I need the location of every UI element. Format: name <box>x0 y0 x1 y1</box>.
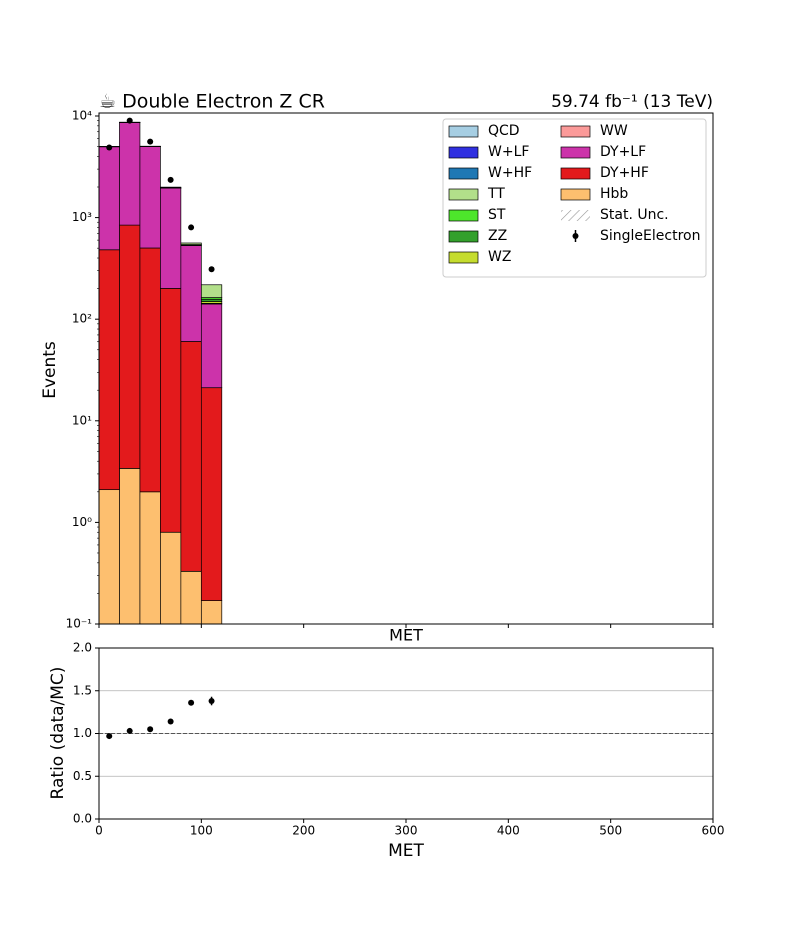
stack-segment <box>119 122 141 226</box>
x-tick-label: 0 <box>95 824 103 838</box>
y-tick-label: 2.0 <box>73 641 92 655</box>
ratio-point <box>167 718 174 725</box>
stack-segment <box>200 303 223 389</box>
data-point <box>167 176 174 183</box>
y-axis-label: Events <box>40 341 60 399</box>
legend-swatch <box>448 167 479 180</box>
legend-label: DY+HF <box>600 165 649 181</box>
stack-segment <box>139 247 161 493</box>
legend-swatch <box>560 146 591 159</box>
stack-segment <box>200 284 223 298</box>
y-tick-label: 1.0 <box>73 726 92 740</box>
y-tick-label: 10¹ <box>72 413 92 427</box>
ratio-point <box>147 726 154 733</box>
ratio-point <box>208 698 215 705</box>
y-tick-label: 0.5 <box>73 769 92 783</box>
y-tick-label: 10⁴ <box>72 108 92 122</box>
x-tick-label: 500 <box>599 824 622 838</box>
chart-title: ☕ Double Electron Z CR <box>99 91 325 113</box>
legend-label: WW <box>600 123 628 139</box>
stack-segment <box>180 242 202 245</box>
legend-label: DY+LF <box>600 144 646 160</box>
x-tick-label: 400 <box>497 824 520 838</box>
legend-label: Hbb <box>600 186 628 202</box>
x-tick-label: 300 <box>395 824 418 838</box>
y-tick-label: 10³ <box>72 210 92 224</box>
ratio-point <box>106 733 113 740</box>
stack-segment <box>119 224 141 469</box>
y-tick-label: 1.5 <box>73 683 92 697</box>
stack-segment <box>160 186 182 189</box>
legend-label: ZZ <box>488 228 507 244</box>
legend-label: QCD <box>488 123 520 139</box>
data-point <box>147 138 154 145</box>
legend-swatch <box>560 125 591 138</box>
legend-swatch <box>448 209 479 222</box>
stack-segment <box>200 387 223 601</box>
legend-label: SingleElectron <box>600 228 700 244</box>
legend-swatch <box>572 233 579 239</box>
stack-segment <box>180 570 202 624</box>
ratio-point <box>188 699 195 706</box>
y-axis-label: Ratio (data/MC) <box>48 667 68 800</box>
legend-label: W+HF <box>488 165 532 181</box>
data-point <box>106 144 113 151</box>
plot-frame <box>98 112 714 625</box>
stack-segment <box>99 249 120 491</box>
y-tick-label: 10² <box>72 312 92 326</box>
legend-swatch <box>560 188 591 201</box>
x-axis-label: MET <box>388 841 424 861</box>
legend-label: W+LF <box>488 144 529 160</box>
legend-swatch <box>448 125 479 138</box>
stack-segment <box>139 491 161 624</box>
data-point <box>208 266 215 273</box>
y-tick-label: 10⁻¹ <box>66 617 93 631</box>
legend-swatch <box>448 188 479 201</box>
x-axis-label: MET <box>389 626 423 645</box>
x-tick-label: 600 <box>702 824 725 838</box>
plot-area <box>99 117 223 624</box>
stack-segment <box>139 146 161 249</box>
legend-label: WZ <box>488 249 511 265</box>
legend-swatch <box>448 146 479 159</box>
stack-segment <box>99 146 120 251</box>
legend-label: ST <box>488 207 506 223</box>
stack-segment <box>119 468 141 624</box>
legend-label: Stat. Unc. <box>600 207 669 223</box>
stack-segment <box>200 600 223 624</box>
data-point <box>188 224 195 231</box>
y-tick-label: 10⁰ <box>72 515 92 529</box>
x-tick-label: 100 <box>190 824 213 838</box>
stack-segment <box>160 187 182 289</box>
data-point <box>126 117 133 124</box>
legend-swatch <box>560 167 591 180</box>
legend-swatch <box>448 230 479 243</box>
ratio-point <box>126 727 133 734</box>
legend-swatch <box>561 210 590 221</box>
x-tick-label: 200 <box>292 824 315 838</box>
y-tick-label: 0.0 <box>73 812 92 826</box>
stack-segment <box>180 245 202 342</box>
stack-segment <box>99 489 120 624</box>
chart-subtitle: 59.74 fb⁻¹ (13 TeV) <box>551 92 713 112</box>
stack-segment <box>160 531 182 624</box>
stack-segment <box>180 341 202 572</box>
legend-swatch <box>448 251 479 264</box>
plot-frame <box>98 647 714 820</box>
legend-label: TT <box>487 186 505 202</box>
stack-segment <box>160 288 182 533</box>
